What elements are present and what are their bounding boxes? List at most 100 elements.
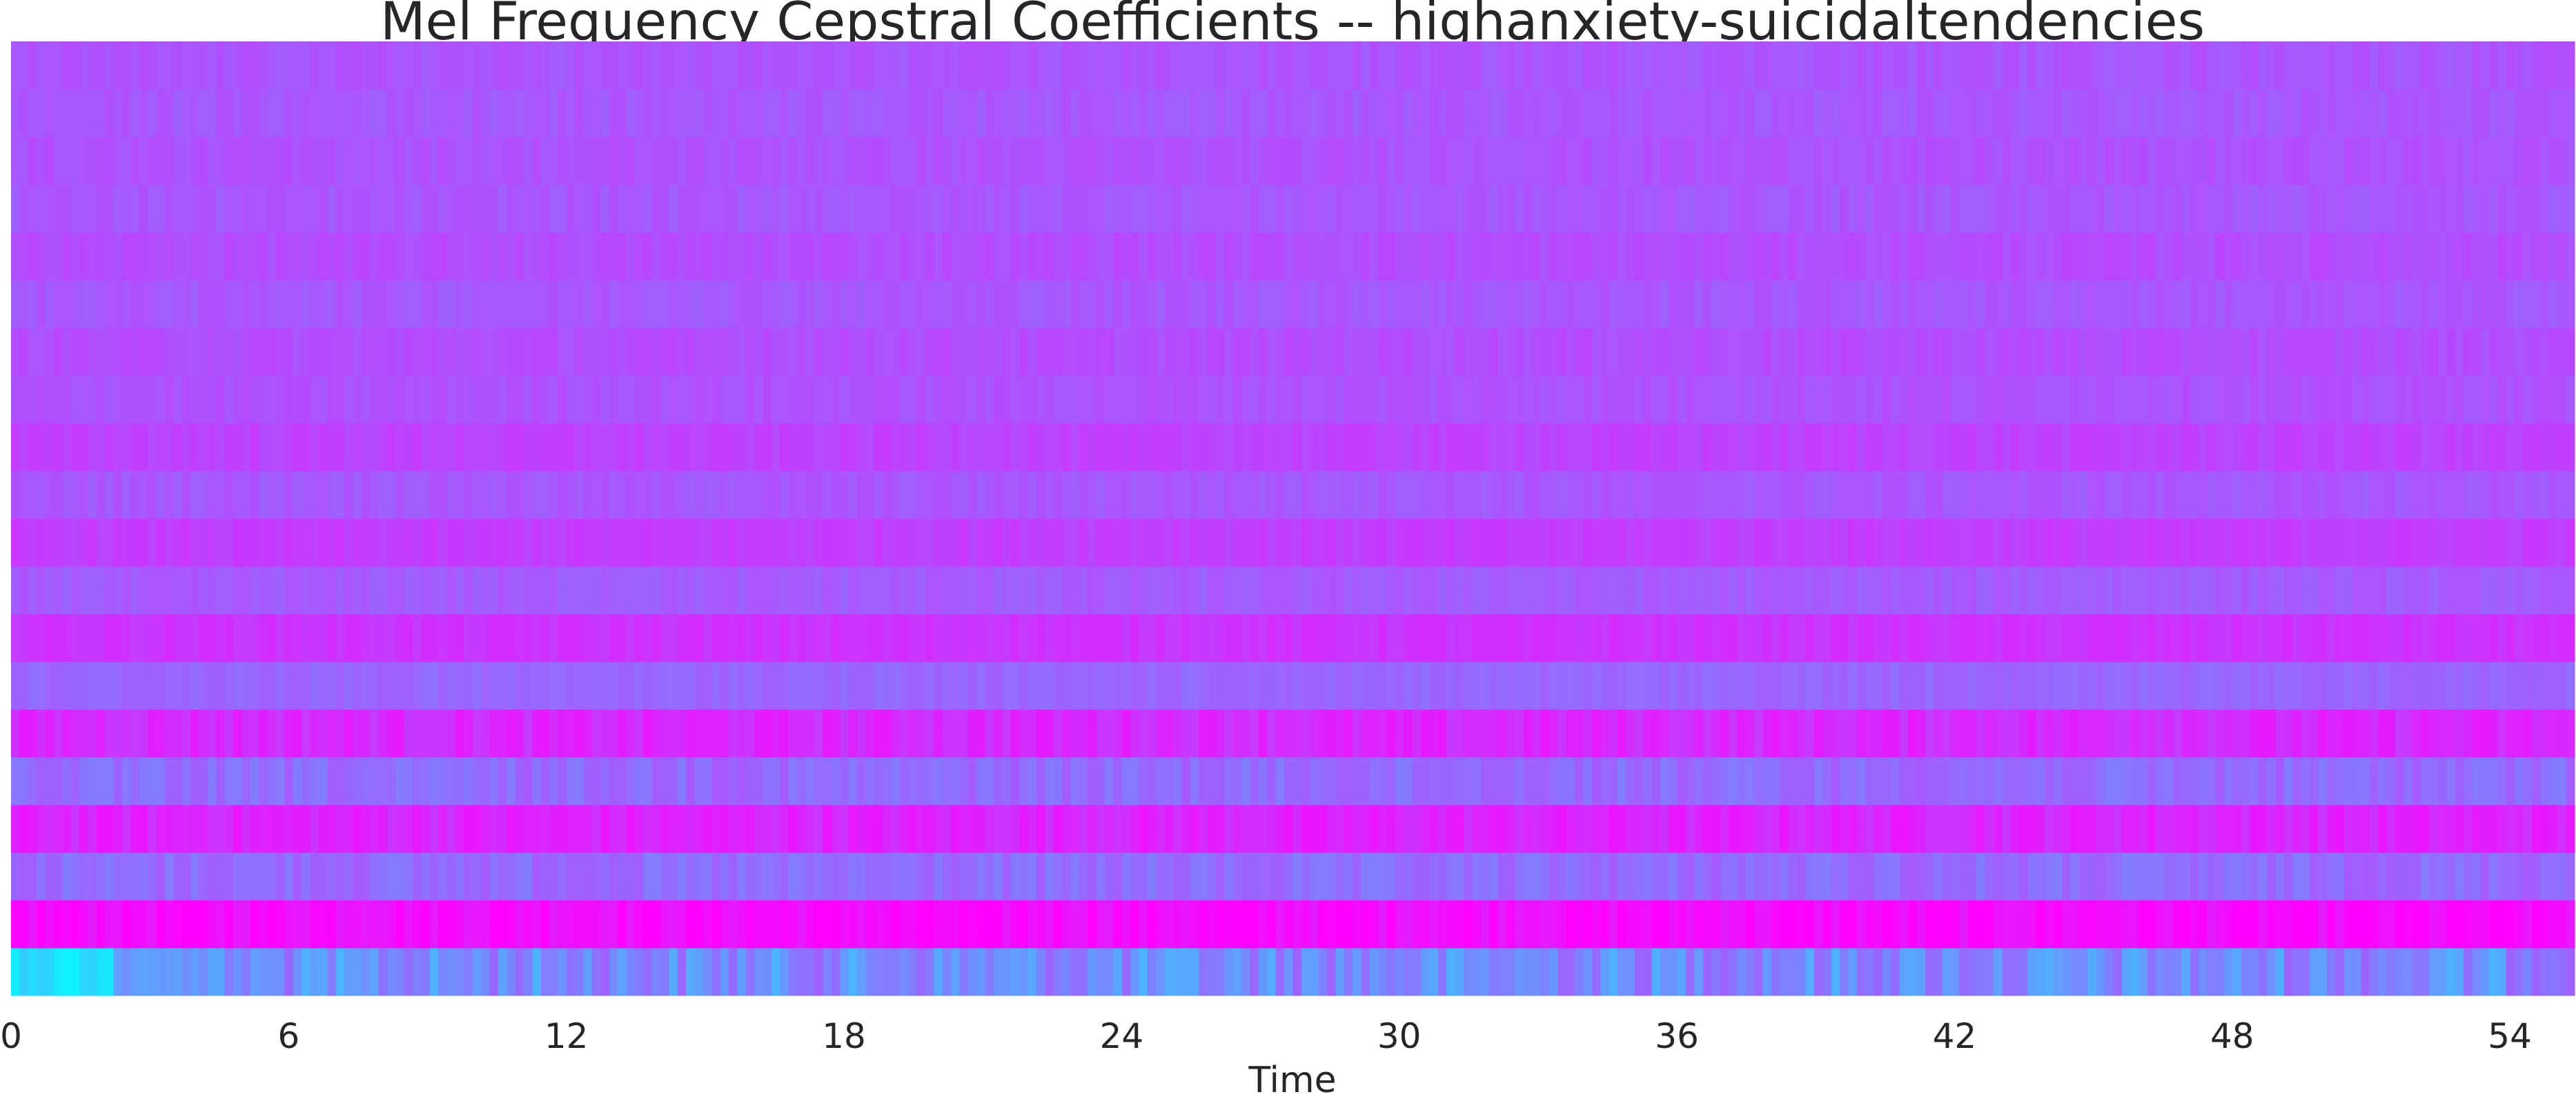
- heatmap-cell: [2480, 804, 2490, 853]
- heatmap-cell: [199, 470, 208, 519]
- heatmap-cell: [1813, 804, 1823, 853]
- heatmap-cell: [293, 470, 302, 519]
- heatmap-cell: [1506, 184, 1516, 233]
- heatmap-cell: [677, 804, 687, 853]
- heatmap-cell: [1677, 614, 1687, 662]
- heatmap-cell: [651, 375, 661, 424]
- heatmap-cell: [1822, 232, 1832, 281]
- heatmap-cell: [951, 709, 961, 758]
- heatmap-cell: [1549, 375, 1558, 424]
- heatmap-cell: [2395, 614, 2404, 662]
- heatmap-cell: [2036, 899, 2045, 949]
- heatmap-cell: [464, 899, 473, 949]
- heatmap-cell: [11, 422, 20, 471]
- heatmap-cell: [694, 661, 704, 710]
- heatmap-cell: [883, 518, 892, 567]
- heatmap-cell: [1856, 422, 1866, 471]
- heatmap-cell: [2429, 375, 2439, 424]
- heatmap-cell: [1327, 757, 1337, 806]
- heatmap-cell: [934, 375, 943, 424]
- heatmap-cell: [1566, 757, 1575, 806]
- heatmap-cell: [524, 947, 533, 996]
- heatmap-cell: [2369, 757, 2379, 806]
- heatmap-cell: [1241, 375, 1251, 424]
- heatmap-cell: [507, 280, 516, 329]
- heatmap-cell: [994, 518, 1003, 567]
- heatmap-cell: [28, 804, 37, 853]
- heatmap-cell: [1121, 422, 1131, 471]
- heatmap-cell: [1813, 375, 1823, 424]
- heatmap-cell: [284, 804, 294, 853]
- heatmap-cell: [275, 661, 285, 710]
- heatmap-cell: [2310, 709, 2319, 758]
- heatmap-cell: [1421, 184, 1430, 233]
- heatmap-cell: [1925, 566, 1934, 614]
- heatmap-cell: [2437, 709, 2447, 758]
- heatmap-cell: [669, 566, 678, 614]
- heatmap-cell: [2472, 566, 2481, 614]
- heatmap-cell: [1515, 184, 1524, 233]
- heatmap-cell: [267, 852, 277, 901]
- heatmap-cell: [874, 422, 883, 471]
- heatmap-cell: [1831, 422, 1840, 471]
- heatmap-cell: [2019, 899, 2029, 949]
- heatmap-cell: [1993, 375, 2003, 424]
- heatmap-cell: [2130, 232, 2140, 281]
- heatmap-cell: [2002, 709, 2012, 758]
- heatmap-cell: [88, 804, 97, 853]
- heatmap-cell: [2515, 899, 2524, 949]
- heatmap-cell: [1181, 184, 1191, 233]
- heatmap-cell: [1634, 470, 1644, 519]
- heatmap-cell: [1421, 757, 1430, 806]
- heatmap-cell: [327, 280, 337, 329]
- heatmap-cell: [2437, 852, 2447, 901]
- heatmap-cell: [481, 757, 491, 806]
- heatmap-cell: [1301, 232, 1310, 281]
- heatmap-cell: [1344, 661, 1353, 710]
- heatmap-cell: [2446, 661, 2456, 710]
- heatmap-cell: [121, 327, 131, 376]
- heatmap-cell: [925, 518, 934, 567]
- heatmap-cell: [1190, 375, 1199, 424]
- heatmap-cell: [823, 232, 832, 281]
- heatmap-cell: [1232, 852, 1242, 901]
- heatmap-cell: [1618, 518, 1627, 567]
- heatmap-cell: [660, 852, 670, 901]
- heatmap-cell: [2548, 375, 2558, 424]
- heatmap-cell: [413, 327, 422, 376]
- heatmap-cell: [660, 280, 670, 329]
- heatmap-cell: [37, 709, 46, 758]
- heatmap-cell: [1694, 947, 1704, 996]
- heatmap-cell: [2070, 614, 2080, 662]
- heatmap-cell: [856, 709, 866, 758]
- heatmap-cell: [2540, 804, 2550, 853]
- heatmap-cell: [1848, 852, 1858, 901]
- heatmap-cell: [2386, 470, 2396, 519]
- heatmap-cell: [1429, 184, 1439, 233]
- heatmap-cell: [1515, 899, 1524, 949]
- heatmap-cell: [745, 184, 755, 233]
- heatmap-cell: [1241, 422, 1251, 471]
- heatmap-cell: [1216, 804, 1226, 853]
- heatmap-cell: [763, 566, 772, 614]
- heatmap-cell: [1771, 947, 1780, 996]
- heatmap-cell: [2429, 614, 2439, 662]
- heatmap-cell: [1455, 804, 1464, 853]
- heatmap-cell: [771, 899, 781, 949]
- heatmap-cell: [481, 375, 491, 424]
- heatmap-cell: [1113, 566, 1123, 614]
- heatmap-cell: [139, 280, 148, 329]
- heatmap-cell: [1224, 184, 1234, 233]
- heatmap-cell: [164, 327, 174, 376]
- heatmap-cell: [1694, 709, 1704, 758]
- heatmap-cell: [2506, 566, 2515, 614]
- heatmap-cell: [2523, 280, 2533, 329]
- heatmap-cell: [1361, 232, 1370, 281]
- heatmap-cell: [1848, 232, 1858, 281]
- heatmap-cell: [1805, 280, 1815, 329]
- heatmap-cell: [386, 518, 396, 567]
- heatmap-cell: [2446, 375, 2456, 424]
- heatmap-cell: [532, 327, 542, 376]
- heatmap-cell: [1079, 566, 1088, 614]
- heatmap-cell: [53, 422, 63, 471]
